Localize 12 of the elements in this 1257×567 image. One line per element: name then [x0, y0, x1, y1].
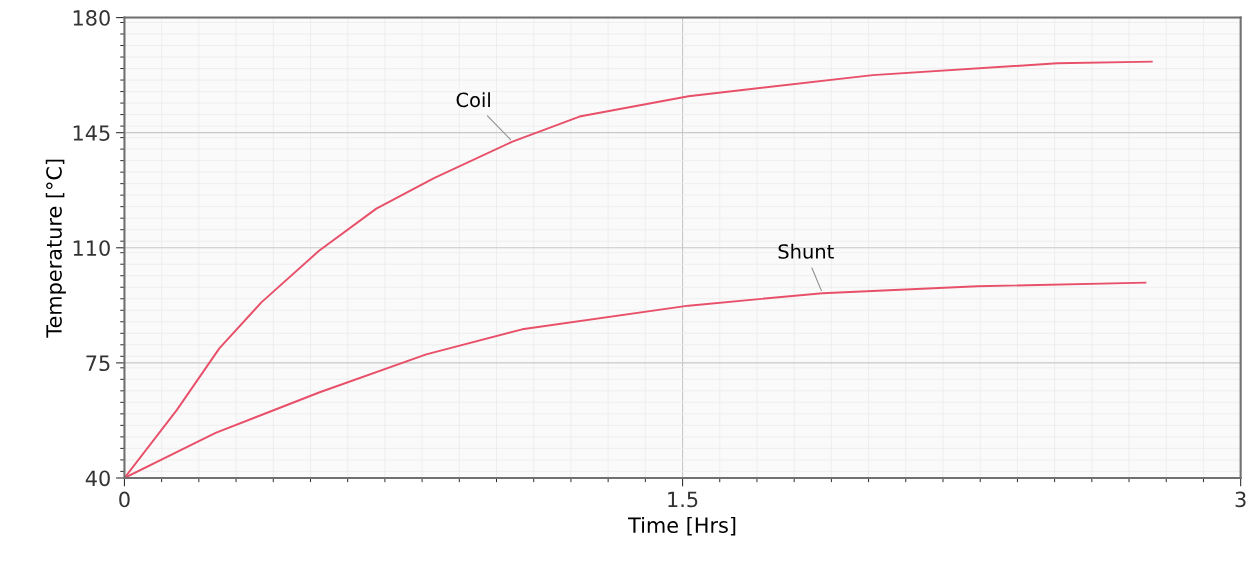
series-label: Shunt — [778, 243, 834, 259]
y-tick-label: 40 — [85, 470, 110, 487]
x-tick-label: 1.5 — [668, 491, 698, 508]
x-axis-title: Time [Hrs] — [628, 516, 736, 536]
y-tick-label: 145 — [73, 125, 110, 141]
y-tick-label: 75 — [86, 355, 110, 372]
x-tick-label: 3 — [1235, 491, 1246, 508]
y-tick-label: 180 — [73, 10, 110, 26]
text: Coil — [456, 92, 490, 108]
y-tick-label: 110 — [73, 240, 110, 256]
y-axis-title: Temperature [°C] — [45, 159, 66, 338]
x-tick-label: 0 — [119, 491, 130, 508]
